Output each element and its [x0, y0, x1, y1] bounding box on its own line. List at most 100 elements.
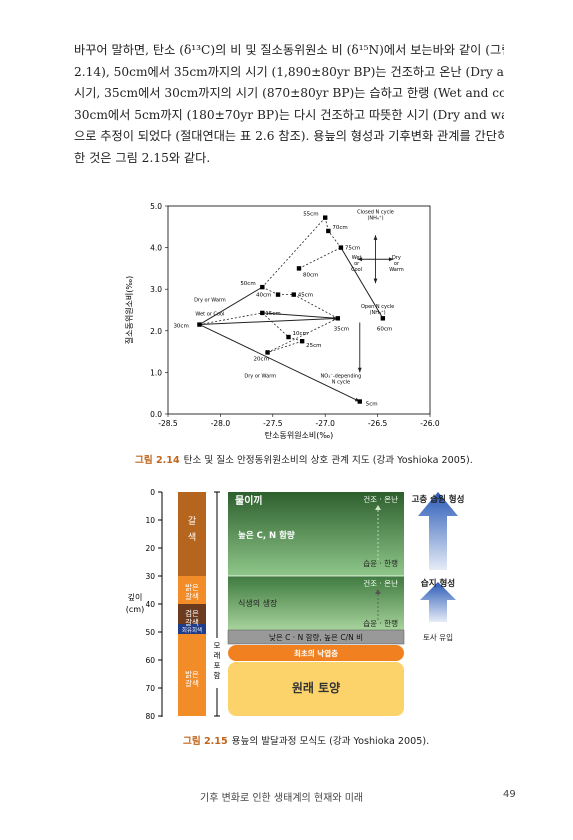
high-layer-label: 고층 습원 형성	[412, 494, 465, 505]
point-label: 40cm	[256, 293, 271, 299]
depth-tick-label: 70	[145, 684, 155, 693]
trend-line	[262, 312, 338, 319]
chart-annotation: Warm	[389, 267, 404, 273]
body-paragraph: 바꾸어 말하면, 탄소 (δ¹³C)의 비 및 질소동위원소 비 (δ¹⁵N)에…	[74, 40, 504, 170]
point-label: 60cm	[377, 326, 392, 332]
point-label: 35cm	[334, 326, 349, 332]
data-point	[197, 322, 202, 327]
data-point	[286, 334, 291, 340]
point-label: 15cm	[265, 311, 280, 317]
lower-vegetation-layer	[228, 576, 404, 630]
high-cn-label: 높은 C, N 함량	[238, 530, 295, 541]
chart-annotation: (NH₄⁺)	[370, 310, 386, 316]
paragraph-line: 으로 추정이 되었다 (절대연대는 표 2.6 참조). 용늪의 형성과 기후변…	[74, 129, 504, 144]
first-sediment-label: 최초의 낙엽층	[294, 648, 338, 658]
chart-annotation: Closed N cycle	[357, 209, 394, 215]
depth-tick-label: 30	[145, 572, 155, 581]
dotted-arrow-2	[375, 589, 381, 620]
layer-label-gray: 회유회색	[182, 626, 202, 634]
layer-light-brown-1	[178, 576, 206, 604]
layer-label-dark-brown: 검은 갈색	[185, 608, 199, 627]
caption-text: 용늪의 발달과정 모식도 (강과 Yoshioka 2005).	[231, 736, 430, 747]
x-tick-label: -26.0	[420, 419, 440, 428]
point-label: 70cm	[332, 225, 347, 231]
first-sediment-layer	[228, 645, 404, 661]
chart-annotation: Wet	[352, 255, 362, 261]
y-tick-label: 3.0	[150, 285, 162, 294]
data-point	[260, 310, 265, 316]
caption-label: 그림 2.14	[135, 455, 180, 466]
point-label: 20cm	[254, 356, 269, 362]
chart-annotation: or	[394, 261, 400, 267]
cross-arrow-up	[373, 235, 378, 240]
y-axis-label: 질소동위원소비(‰)	[125, 276, 134, 345]
layer-label-light-brown-2: 밝은 갈색	[185, 669, 199, 688]
moss-label: 물이끼	[235, 494, 263, 507]
low-cn-layer	[227, 629, 405, 645]
depth-tick-label: 60	[145, 656, 155, 665]
x-tick-label: -27.0	[315, 419, 335, 428]
point-label: 75cm	[345, 246, 360, 252]
chart-annotation: Cool	[351, 267, 362, 273]
data-point	[265, 350, 270, 355]
y-tick-label: 5.0	[150, 202, 162, 211]
data-point	[296, 266, 302, 271]
point-label: 80cm	[303, 272, 318, 278]
chart-annotation: Dry or Warm	[244, 373, 276, 379]
y-tick-label: 4.0	[150, 244, 162, 253]
data-point	[323, 215, 328, 220]
data-point	[338, 245, 344, 250]
depth-axis-label-2: (cm)	[126, 605, 144, 614]
sand-bracket	[211, 491, 223, 717]
data-point	[260, 284, 265, 290]
wet-cool-label-2: 습윤 · 한랭	[363, 618, 398, 628]
cross-arrow-left	[357, 257, 363, 262]
chart-annotation: NO₃⁻-depending	[321, 373, 362, 379]
data-point	[357, 399, 362, 404]
x-tick-label: -27.5	[263, 419, 283, 428]
data-point	[291, 292, 296, 297]
origin-soil-label: 원래 토양	[292, 680, 340, 695]
trend-line	[267, 317, 338, 353]
caption-text: 탄소 및 질소 안정동위원소비의 상호 관계 지도 (강과 Yoshioka 2…	[183, 455, 473, 466]
trend-line	[199, 286, 263, 325]
isotope-scatter-chart: -28.5 -28.0 -27.5 -27.0 -26.5 -26.0 0.0 1.0 2.0 3…	[125, 202, 440, 440]
paragraph-line: 30cm에서 5cm까지 (180±70yr BP)는 다시 건조하고 따뜻한 …	[74, 107, 504, 122]
figure-2-15-caption: 그림 2.15 용늪의 발달과정 모식도 (강과 Yoshioka 2005).	[183, 733, 429, 747]
chart-annotation: Dry	[392, 255, 401, 261]
caption-label: 그림 2.15	[183, 736, 228, 747]
point-label: 55cm	[303, 212, 318, 218]
trend-arrow	[199, 317, 338, 326]
y-tick-label: 1.0	[150, 368, 162, 377]
y-tick-label: 2.0	[150, 327, 162, 336]
chart-annotation: N cycle	[332, 379, 350, 385]
depth-tick-label: 40	[145, 600, 155, 609]
point-label: 30cm	[173, 324, 188, 330]
trend-line	[328, 230, 342, 248]
chart-annotation: or	[354, 261, 360, 267]
plot-frame	[167, 205, 431, 415]
x-tick-label: -28.0	[211, 419, 231, 428]
data-point	[275, 292, 281, 297]
data-point	[335, 316, 340, 321]
cross-arrow-right	[388, 257, 394, 262]
x-axis-label: 탄소동위원소비(‰)	[265, 430, 334, 440]
point-label: 5cm	[366, 402, 378, 408]
paragraph-line: 시기, 35cm에서 30cm까지의 시기 (870±80yr BP)는 습하고…	[74, 86, 504, 101]
trend-arrow	[199, 324, 361, 402]
trend-line	[293, 294, 338, 319]
down-arrow-head	[357, 367, 362, 373]
layer-dark-brown	[178, 604, 206, 624]
chart-annotation: Wet or Cool	[195, 311, 224, 317]
data-point	[380, 316, 386, 321]
low-cn-label: 낮은 C · N 함량, 높은 C/N 비	[269, 632, 363, 642]
depth-tick-label: 0	[150, 488, 155, 497]
figure-2-14-caption: 그림 2.14 탄소 및 질소 안정동위원소비의 상호 관계 지도 (강과 Yos…	[135, 452, 473, 466]
y-tick-label: 0.0	[150, 410, 162, 419]
layer-light-brown-2	[178, 634, 206, 716]
wet-cool-label-1: 습윤 · 한랭	[363, 558, 398, 568]
trend-line	[298, 247, 342, 269]
point-label: 10cm	[293, 331, 308, 337]
layer-brown	[178, 492, 206, 576]
